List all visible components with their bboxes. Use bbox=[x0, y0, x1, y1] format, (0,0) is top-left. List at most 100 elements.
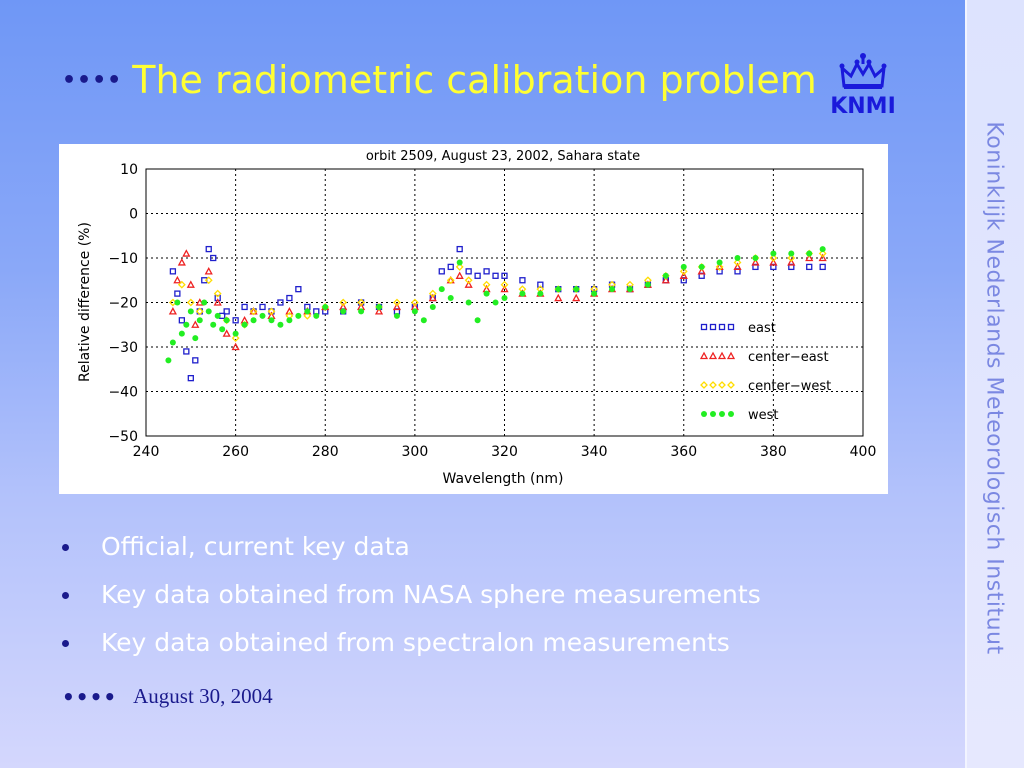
data-point bbox=[232, 317, 239, 324]
data-point bbox=[201, 277, 208, 284]
plot-frame bbox=[145, 168, 864, 437]
title-row: •••• The radiometric calibration problem bbox=[62, 55, 817, 105]
data-point bbox=[277, 321, 284, 328]
data-point bbox=[177, 280, 186, 289]
data-point bbox=[697, 266, 706, 275]
data-point bbox=[818, 253, 827, 262]
data-point bbox=[205, 245, 212, 253]
data-point bbox=[250, 317, 257, 324]
bullet-marker bbox=[62, 640, 69, 647]
data-point bbox=[187, 374, 194, 382]
data-point bbox=[591, 290, 598, 297]
data-point bbox=[204, 276, 213, 285]
x-tick-label: 300 bbox=[402, 444, 429, 460]
data-point bbox=[573, 286, 580, 293]
data-point bbox=[429, 303, 436, 310]
y-axis-label: Relative difference (%) bbox=[77, 222, 93, 382]
data-point bbox=[165, 357, 172, 364]
data-point bbox=[192, 335, 199, 342]
legend-marker bbox=[701, 411, 707, 417]
data-point bbox=[231, 334, 240, 343]
legend-marker bbox=[718, 381, 726, 389]
data-point bbox=[177, 258, 186, 266]
data-point bbox=[456, 259, 463, 266]
data-point bbox=[191, 320, 200, 328]
data-point bbox=[818, 249, 827, 258]
data-point bbox=[679, 267, 688, 276]
y-tick-label: 0 bbox=[129, 207, 138, 223]
data-point bbox=[428, 293, 437, 302]
legend-marker bbox=[699, 351, 709, 360]
data-point bbox=[455, 262, 464, 271]
data-point bbox=[204, 266, 213, 275]
data-point bbox=[500, 280, 509, 289]
y-tick-label: 10 bbox=[120, 162, 138, 178]
x-tick-label: 320 bbox=[491, 444, 518, 460]
data-point bbox=[313, 312, 320, 319]
data-point bbox=[806, 250, 813, 257]
data-point bbox=[168, 307, 177, 315]
chart-container: orbit 2509, August 23, 2002, Sahara stat… bbox=[59, 144, 888, 494]
data-point bbox=[680, 263, 687, 270]
data-point bbox=[626, 286, 633, 293]
data-point bbox=[303, 311, 312, 320]
x-tick-label: 240 bbox=[133, 444, 160, 460]
data-point bbox=[374, 307, 384, 315]
data-point bbox=[186, 280, 195, 288]
x-tick-label: 360 bbox=[670, 444, 697, 460]
data-point bbox=[661, 275, 670, 284]
data-point bbox=[340, 308, 347, 315]
data-point bbox=[787, 254, 796, 262]
data-point bbox=[447, 295, 454, 302]
footer-dots: •••• bbox=[62, 684, 118, 709]
legend-label: center−west bbox=[748, 379, 831, 394]
y-tick-label: −20 bbox=[108, 296, 138, 312]
data-points bbox=[165, 245, 827, 382]
legend-marker bbox=[708, 351, 718, 360]
data-point bbox=[182, 249, 191, 257]
data-point bbox=[483, 290, 490, 297]
data-point bbox=[210, 254, 217, 262]
data-point bbox=[410, 298, 419, 307]
x-tick-label: 280 bbox=[312, 444, 339, 460]
data-point bbox=[446, 276, 455, 285]
x-tick-label: 380 bbox=[760, 444, 787, 460]
legend-label: east bbox=[748, 321, 776, 336]
bullet-item: Official, current key data bbox=[62, 530, 761, 578]
data-point bbox=[492, 299, 499, 306]
data-point bbox=[210, 321, 217, 328]
data-point bbox=[214, 312, 221, 319]
data-point bbox=[205, 308, 212, 315]
data-point bbox=[609, 286, 616, 293]
data-point bbox=[201, 299, 208, 306]
data-point bbox=[428, 289, 437, 298]
data-point bbox=[456, 245, 463, 253]
data-point bbox=[183, 321, 190, 328]
data-point bbox=[482, 280, 491, 289]
data-point bbox=[174, 290, 181, 297]
legend-marker bbox=[709, 381, 717, 389]
footer: •••• August 30, 2004 bbox=[62, 684, 273, 709]
data-point bbox=[241, 303, 248, 311]
data-point bbox=[537, 290, 544, 297]
y-tick-label: −10 bbox=[108, 251, 138, 267]
data-point bbox=[241, 321, 248, 328]
bullet-item: Key data obtained from NASA sphere measu… bbox=[62, 578, 761, 626]
data-point bbox=[819, 263, 826, 271]
data-point bbox=[393, 312, 400, 319]
y-tick-label: −40 bbox=[108, 385, 138, 401]
data-point bbox=[277, 299, 284, 306]
data-point bbox=[788, 250, 795, 257]
x-axis-label: Wavelength (nm) bbox=[443, 471, 564, 487]
data-point bbox=[769, 254, 778, 262]
legend-label: center−east bbox=[748, 350, 829, 365]
data-point bbox=[183, 348, 190, 355]
bullet-text: Key data obtained from NASA sphere measu… bbox=[101, 580, 761, 609]
data-point bbox=[169, 339, 176, 346]
data-point bbox=[715, 262, 724, 271]
bullet-list: Official, current key data Key data obta… bbox=[62, 530, 761, 674]
data-point bbox=[393, 298, 401, 307]
data-point bbox=[178, 330, 185, 337]
data-point bbox=[572, 293, 581, 302]
data-point bbox=[806, 263, 813, 271]
